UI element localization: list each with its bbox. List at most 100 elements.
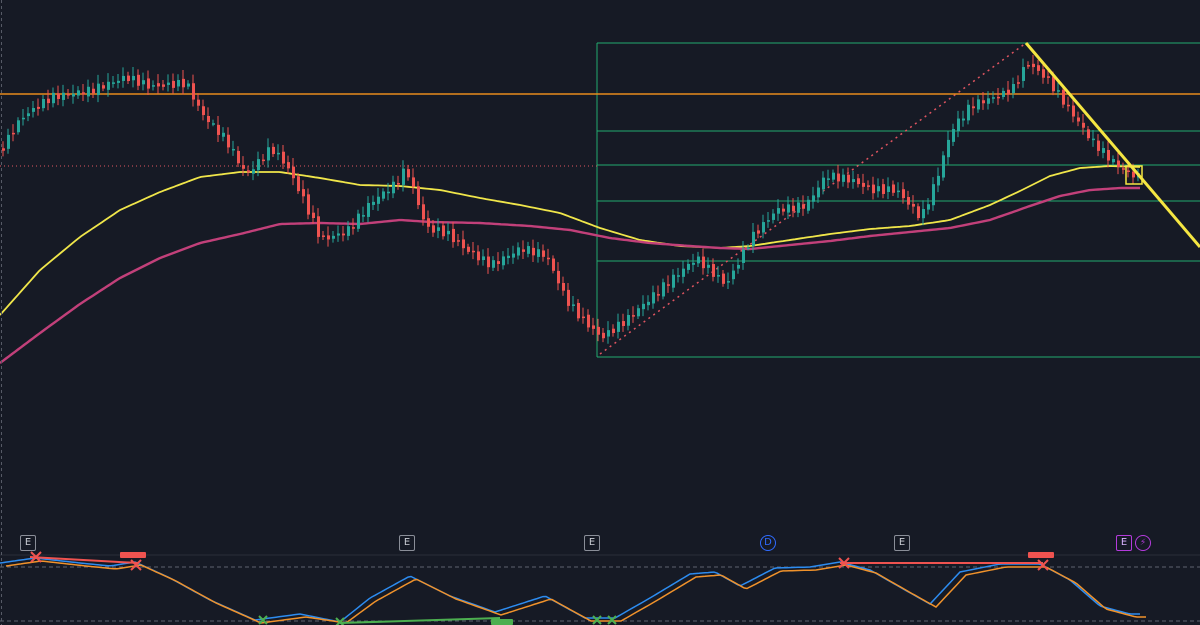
candle-down — [172, 80, 175, 88]
candle-up — [257, 159, 260, 171]
candle-down — [997, 96, 1000, 99]
candle-down — [297, 176, 300, 192]
candle-down — [67, 93, 70, 96]
earnings-marker-icon[interactable]: E — [894, 535, 910, 551]
candle-down — [457, 240, 460, 242]
candle-up — [687, 263, 690, 270]
candle-up — [77, 90, 80, 96]
candle-up — [527, 246, 530, 254]
candle-down — [587, 314, 590, 328]
candle-up — [717, 275, 720, 277]
candle-down — [37, 106, 40, 109]
fib-retracement[interactable] — [596, 42, 1200, 358]
earnings-marker-icon[interactable]: E — [1116, 535, 1132, 551]
small-box-drawing[interactable] — [1125, 165, 1143, 185]
candle-down — [592, 325, 595, 329]
dividend-marker-icon[interactable]: D — [760, 535, 776, 551]
candle-down — [1047, 76, 1050, 78]
candle-down — [1052, 76, 1055, 92]
candle-up — [752, 231, 755, 246]
candle-up — [662, 282, 665, 297]
candle-up — [682, 268, 685, 277]
candle-up — [762, 222, 765, 233]
candle-up — [747, 247, 750, 250]
candle-down — [1117, 160, 1120, 167]
candle-down — [757, 230, 760, 234]
candle-up — [232, 148, 235, 151]
candle-down — [92, 88, 95, 94]
osc-buy-cross — [258, 615, 268, 625]
candle-down — [912, 203, 915, 207]
candle-down — [307, 194, 310, 215]
price-panel[interactable] — [0, 42, 1200, 364]
candle-up — [987, 98, 990, 104]
candle-down — [582, 316, 585, 319]
candle-down — [547, 257, 550, 260]
candle-down — [47, 98, 50, 104]
candle-down — [1107, 149, 1110, 161]
candle-up — [222, 132, 225, 137]
candle-down — [432, 225, 435, 233]
osc-divergence-line — [29, 556, 139, 564]
candle-down — [162, 84, 165, 87]
earnings-marker-icon[interactable]: E — [584, 535, 600, 551]
candle-up — [492, 260, 495, 268]
candle-up — [392, 181, 395, 194]
moving-average-pink — [0, 186, 1140, 364]
candle-down — [667, 284, 670, 286]
candle-down — [562, 282, 565, 291]
candle-down — [1027, 65, 1030, 67]
candle-down — [542, 250, 545, 257]
earnings-marker-icon[interactable]: E — [399, 535, 415, 551]
candle-up — [817, 187, 820, 198]
osc-sell-cross — [1037, 559, 1049, 571]
candle-down — [1062, 89, 1065, 105]
earnings-marker-icon[interactable]: E — [20, 535, 36, 551]
candle-up — [947, 139, 950, 158]
flash-marker-icon[interactable]: ⚡ — [1135, 535, 1151, 551]
candle-up — [967, 104, 970, 121]
candle-down — [1132, 171, 1135, 178]
candle-up — [332, 235, 335, 239]
candle-up — [842, 174, 845, 182]
candle-down — [577, 302, 580, 319]
candle-up — [107, 81, 110, 90]
candle-down — [412, 177, 415, 187]
candle-down — [487, 256, 490, 268]
candle-down — [837, 173, 840, 182]
candle-up — [437, 227, 440, 231]
candle-up — [1012, 84, 1015, 94]
candle-up — [62, 92, 65, 100]
oscillator-panel[interactable] — [0, 551, 1200, 625]
candle-up — [517, 247, 520, 256]
candle-up — [267, 147, 270, 161]
candle-up — [117, 80, 120, 83]
candle-up — [897, 190, 900, 193]
candle-up — [362, 215, 365, 217]
candle-up — [812, 195, 815, 202]
candle-up — [572, 304, 575, 306]
candle-up — [642, 303, 645, 310]
candle-up — [772, 213, 775, 220]
candle-down — [442, 225, 445, 237]
candle-down — [982, 100, 985, 104]
descending-trendline[interactable] — [1024, 42, 1200, 248]
osc-sell-cross — [30, 551, 42, 563]
horizontal-levels[interactable] — [0, 93, 1200, 167]
candle-down — [557, 270, 560, 284]
candle-down — [407, 169, 410, 178]
candle-down — [127, 75, 130, 82]
candle-up — [7, 134, 10, 149]
candle-up — [277, 152, 280, 155]
trendlines[interactable] — [1024, 42, 1200, 248]
candle-up — [1112, 158, 1115, 163]
candle-up — [22, 117, 25, 120]
candle-down — [397, 183, 400, 185]
candle-down — [242, 165, 245, 169]
candle-down — [317, 216, 320, 237]
oscillator-orange-line — [5, 560, 1146, 624]
candle-down — [417, 186, 420, 206]
candle-down — [452, 228, 455, 243]
candle-down — [567, 289, 570, 306]
